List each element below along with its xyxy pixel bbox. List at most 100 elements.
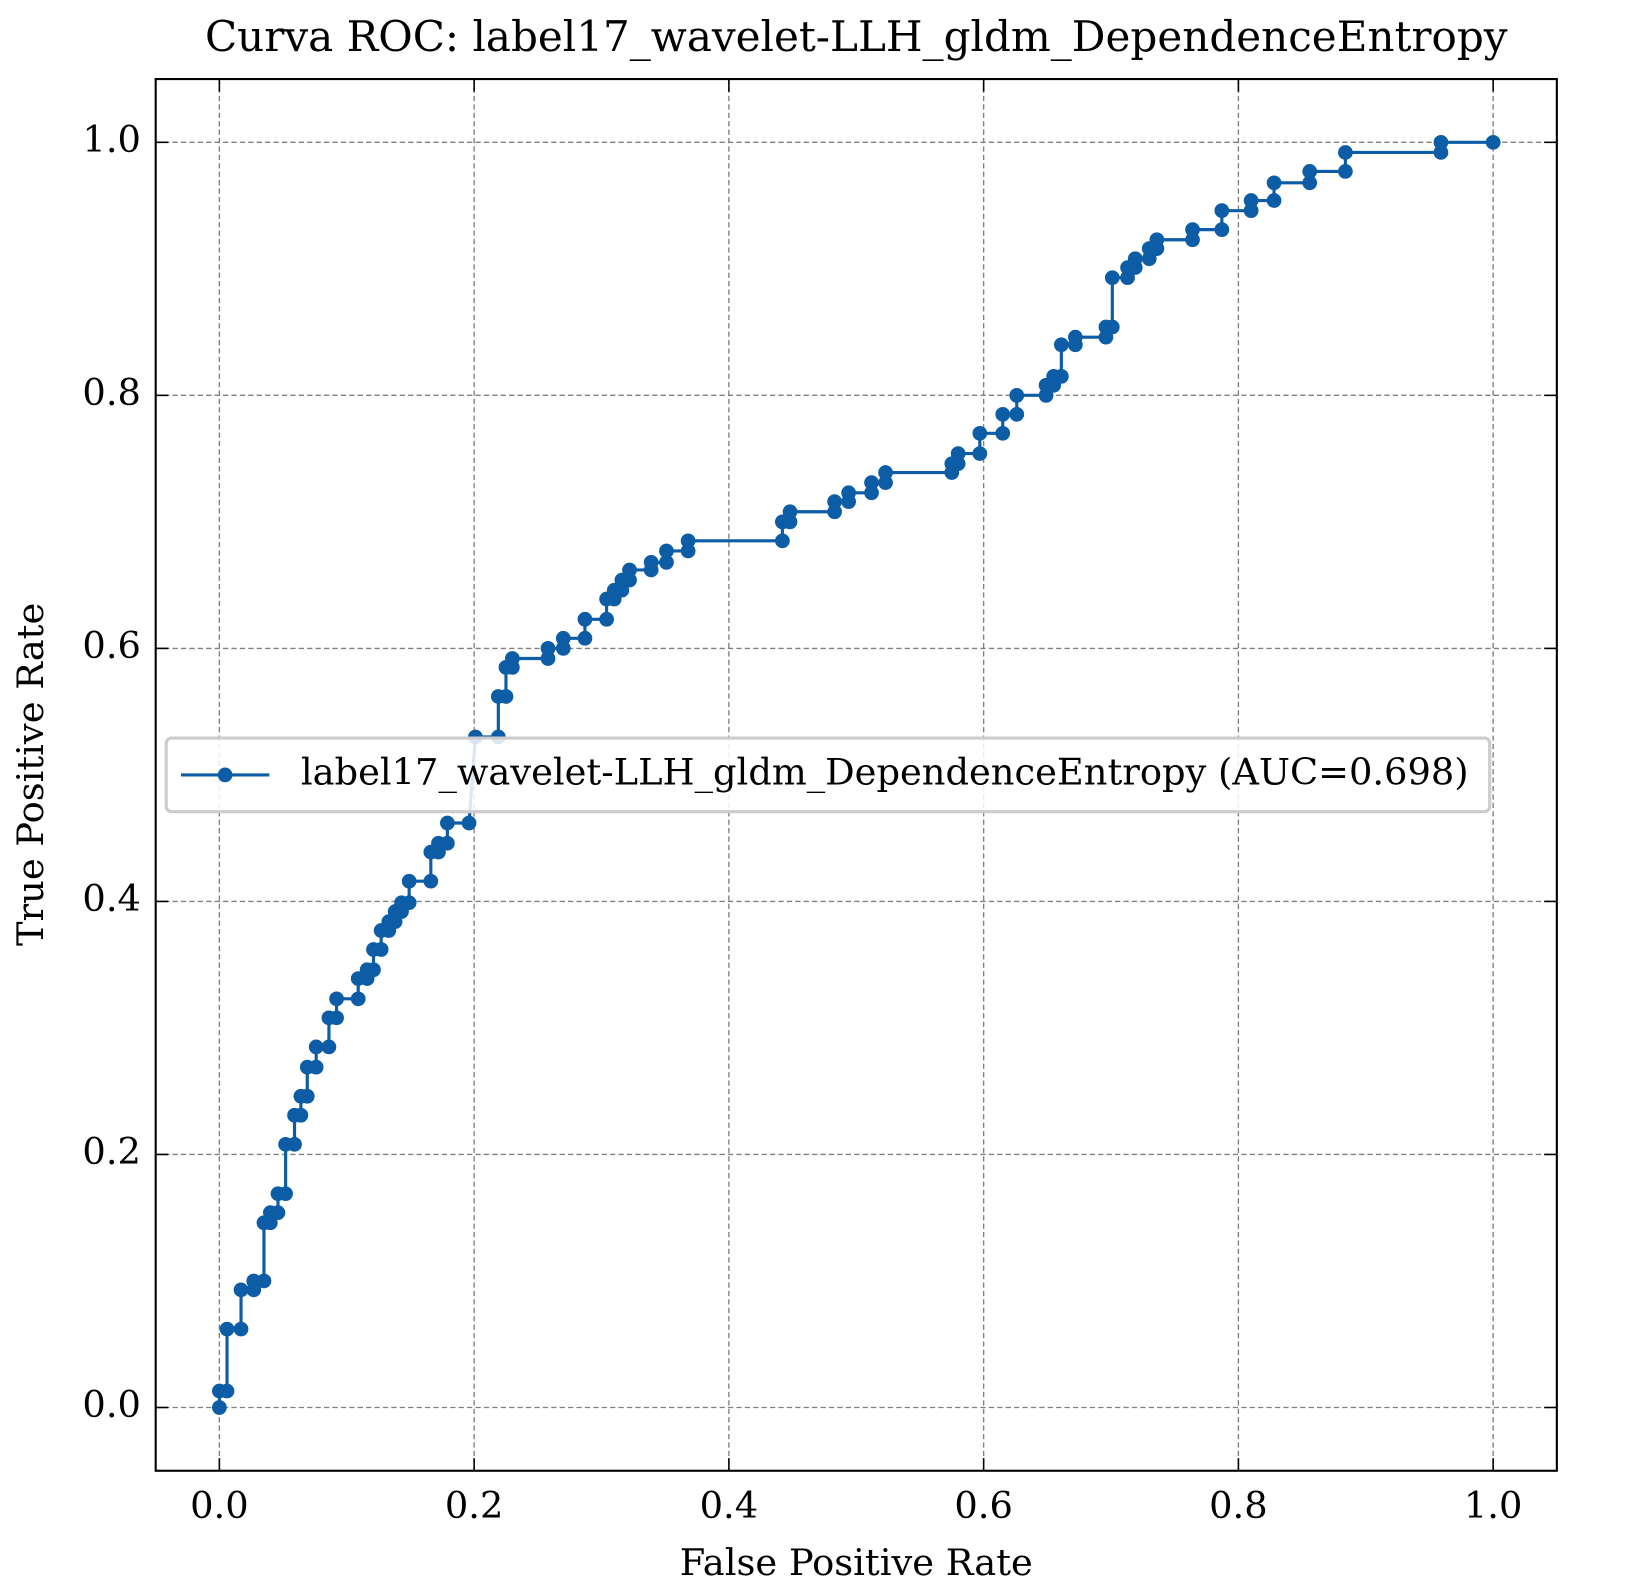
roc-point bbox=[1433, 145, 1449, 160]
roc-point bbox=[841, 485, 856, 501]
roc-point bbox=[827, 494, 842, 509]
roc-point bbox=[659, 543, 674, 559]
roc-point bbox=[212, 1400, 227, 1415]
roc-point bbox=[972, 425, 988, 441]
roc-point bbox=[1302, 175, 1318, 191]
roc-point bbox=[329, 991, 344, 1007]
roc-point bbox=[504, 651, 520, 666]
roc-point bbox=[1009, 406, 1025, 422]
roc-point bbox=[622, 572, 637, 588]
roc-point bbox=[1104, 270, 1120, 286]
roc-point bbox=[540, 641, 556, 656]
roc-point bbox=[1038, 387, 1054, 403]
roc-point bbox=[270, 1205, 286, 1221]
roc-point bbox=[423, 873, 439, 889]
y-tick-label: 0.8 bbox=[82, 371, 141, 414]
roc-point bbox=[1243, 193, 1259, 208]
roc-point bbox=[1053, 369, 1069, 384]
roc-point bbox=[1214, 203, 1230, 219]
roc-point bbox=[278, 1186, 293, 1202]
roc-point bbox=[995, 406, 1011, 422]
roc-point bbox=[498, 689, 514, 704]
roc-point bbox=[1009, 387, 1025, 403]
roc-point bbox=[246, 1273, 262, 1289]
x-tick-label: 0.0 bbox=[190, 1484, 249, 1527]
roc-point bbox=[659, 554, 674, 570]
roc-point bbox=[256, 1273, 272, 1289]
roc-point bbox=[1266, 175, 1282, 191]
roc-point bbox=[614, 582, 630, 598]
roc-point bbox=[599, 611, 614, 627]
roc-point bbox=[219, 1383, 235, 1399]
y-tick-label: 0.6 bbox=[82, 624, 141, 667]
roc-point bbox=[680, 533, 696, 549]
roc-point bbox=[1067, 329, 1083, 345]
y-tick-label: 0.4 bbox=[82, 877, 141, 920]
roc-point bbox=[1243, 203, 1259, 219]
x-tick-label: 1.0 bbox=[1464, 1484, 1523, 1527]
roc-point bbox=[1185, 232, 1200, 248]
roc-point bbox=[540, 651, 556, 666]
roc-point bbox=[1433, 134, 1449, 150]
roc-point bbox=[950, 446, 966, 461]
roc-point bbox=[827, 504, 842, 520]
roc-point bbox=[775, 533, 790, 549]
roc-point bbox=[401, 873, 417, 889]
roc-point bbox=[1302, 164, 1318, 179]
roc-point bbox=[1338, 145, 1353, 160]
x-tick-label: 0.6 bbox=[954, 1484, 1013, 1527]
roc-point bbox=[1185, 222, 1200, 237]
roc-point bbox=[972, 446, 988, 461]
roc-point bbox=[1120, 270, 1135, 286]
roc-point bbox=[555, 630, 571, 646]
roc-point bbox=[555, 641, 571, 656]
y-tick-label: 0.0 bbox=[82, 1383, 141, 1426]
x-tick-label: 0.8 bbox=[1209, 1484, 1268, 1527]
roc-point bbox=[219, 1321, 235, 1337]
roc-point bbox=[299, 1088, 315, 1104]
roc-point bbox=[1104, 319, 1120, 335]
x-tick-label: 0.2 bbox=[445, 1484, 504, 1527]
roc-point bbox=[782, 514, 798, 530]
roc-point bbox=[293, 1107, 309, 1123]
roc-point bbox=[440, 835, 455, 851]
x-tick-label: 0.4 bbox=[700, 1484, 759, 1527]
roc-point bbox=[329, 1010, 344, 1026]
roc-point bbox=[321, 1039, 337, 1055]
roc-point bbox=[577, 630, 593, 646]
roc-point bbox=[1266, 193, 1282, 208]
x-axis-label: False Positive Rate bbox=[680, 1541, 1033, 1584]
roc-point bbox=[366, 962, 381, 978]
roc-point bbox=[782, 504, 798, 520]
roc-point bbox=[622, 562, 637, 578]
roc-point bbox=[1127, 251, 1143, 267]
plot-frame bbox=[154, 78, 1558, 1472]
roc-point bbox=[262, 1215, 278, 1231]
roc-point bbox=[308, 1039, 324, 1055]
roc-point bbox=[440, 815, 455, 831]
roc-point bbox=[1214, 222, 1230, 237]
roc-point bbox=[1141, 251, 1157, 267]
roc-point bbox=[401, 895, 417, 911]
roc-point bbox=[878, 475, 893, 491]
roc-point bbox=[680, 543, 696, 559]
roc-point bbox=[864, 475, 879, 491]
roc-point bbox=[643, 554, 659, 570]
roc-point bbox=[878, 465, 893, 480]
roc-point bbox=[461, 815, 477, 831]
roc-point bbox=[308, 1059, 324, 1075]
roc-point bbox=[577, 611, 593, 627]
roc-point bbox=[950, 456, 966, 472]
roc-point bbox=[350, 991, 366, 1007]
y-axis-label: True Positive Rate bbox=[9, 603, 52, 946]
legend-box bbox=[164, 736, 1492, 814]
y-tick-label: 1.0 bbox=[82, 118, 141, 161]
legend: label17_wavelet-LLH_gldm_DependenceEntro… bbox=[164, 736, 1492, 814]
roc-point bbox=[1149, 232, 1165, 248]
roc-point bbox=[287, 1136, 302, 1152]
chart-title: Curva ROC: label17_wavelet-LLH_gldm_Depe… bbox=[205, 12, 1508, 61]
roc-point bbox=[373, 942, 389, 957]
roc-point bbox=[1485, 134, 1501, 150]
